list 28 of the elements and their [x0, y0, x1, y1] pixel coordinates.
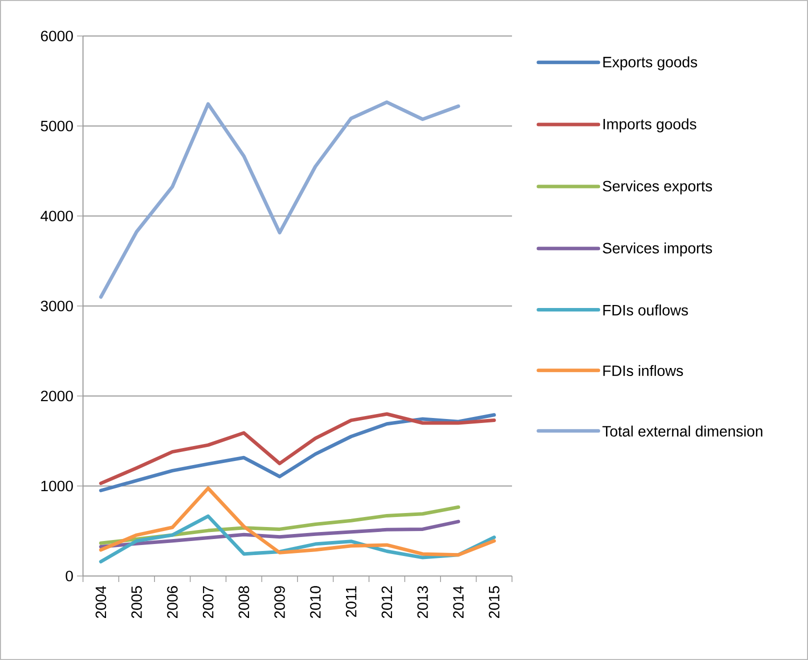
x-tick-label: 2015: [488, 586, 500, 618]
x-tick-label: 2011: [346, 586, 356, 617]
x-tick-label: 2010: [310, 586, 321, 618]
legend-label: Services exports: [602, 180, 712, 194]
legend-label: Exports goods: [603, 56, 698, 70]
x-tick-label: 2007: [202, 586, 214, 618]
x-tick-label: 2006: [167, 586, 178, 618]
y-tick-label: 5000: [40, 120, 73, 132]
legend-label: Imports goods: [604, 118, 696, 132]
y-tick-label: 6000: [41, 30, 73, 42]
y-tick-label: 4000: [40, 210, 73, 222]
legend-label: FDIs inflows: [603, 365, 683, 376]
y-tick-label: 1000: [41, 480, 73, 492]
y-tick-label: 3000: [40, 300, 73, 312]
x-tick-label: 2013: [417, 586, 428, 618]
x-tick-label: 2005: [131, 586, 142, 618]
line-series: [99, 486, 496, 557]
legend-label: Total external dimension: [602, 426, 762, 437]
legend-label: FDIs ouflows: [603, 304, 688, 316]
x-tick-label: 2014: [453, 586, 464, 618]
x-tick-label: 2008: [238, 586, 250, 618]
x-tick-label: 2012: [382, 586, 392, 618]
y-tick-label: 2000: [40, 390, 73, 402]
x-tick-label: 2004: [96, 586, 106, 618]
line-series: [99, 100, 460, 299]
x-tick-label: 2009: [274, 586, 285, 618]
legend-label: Services imports: [602, 242, 712, 256]
y-tick-label: 0: [66, 570, 73, 582]
